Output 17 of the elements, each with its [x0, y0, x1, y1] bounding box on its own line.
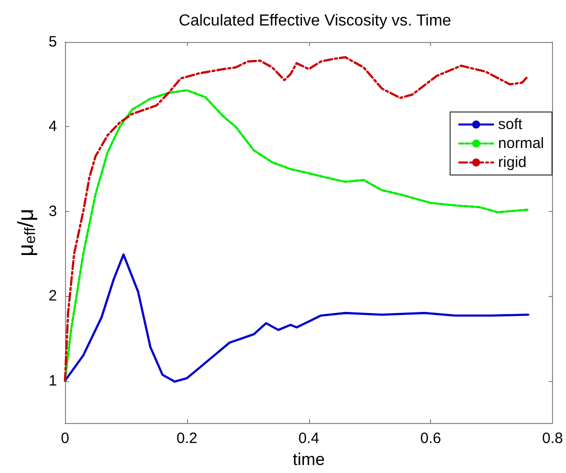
y-tick-label: 4 — [48, 118, 57, 136]
x-tick-label: 0.4 — [298, 430, 320, 448]
x-axis-title: time — [292, 450, 325, 469]
y-tick-label: 5 — [48, 34, 57, 50]
y-tick-label: 2 — [48, 288, 57, 305]
x-tick-label: 0.8 — [542, 430, 564, 448]
legend-label: normal — [498, 135, 544, 152]
x-tick-label: 0.2 — [176, 430, 198, 448]
y-tick-label: 1 — [48, 372, 57, 390]
y-axis-title: μeff/μ — [12, 208, 39, 256]
legend-label: rigid — [498, 154, 527, 171]
y-tick-label: 3 — [48, 202, 57, 220]
line-series — [64, 253, 530, 383]
x-tick-label: 0 — [60, 430, 70, 448]
chart-title: Calculated Effective Viscosity vs. Time — [178, 12, 452, 30]
x-tick-label: 0.6 — [420, 430, 442, 448]
legend-label: soft — [498, 116, 524, 133]
